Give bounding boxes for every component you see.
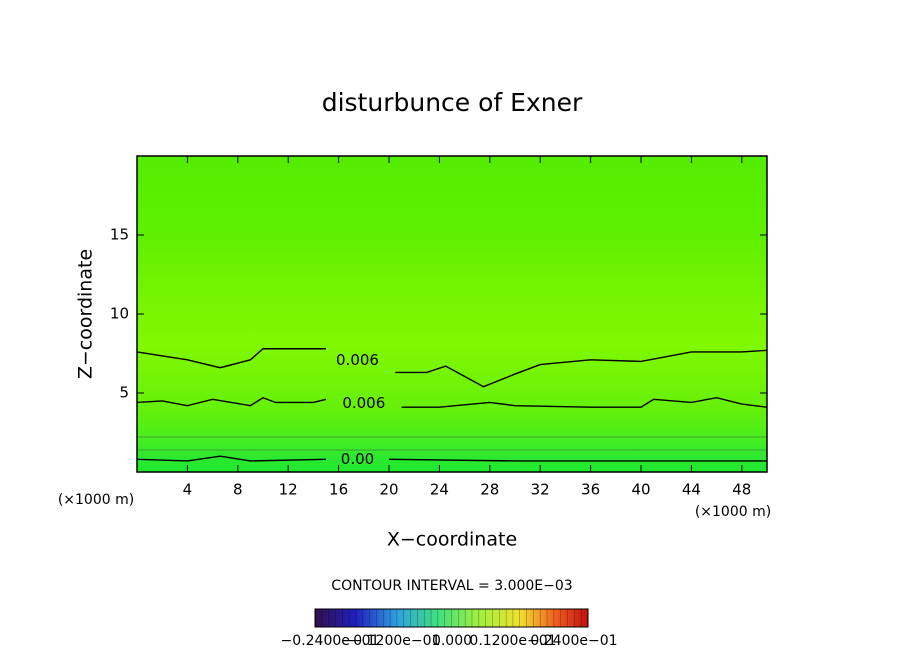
- contour-line: [401, 397, 768, 408]
- y-tick-label: 10: [110, 305, 129, 323]
- colorbar-label: −0.1200e−01: [342, 633, 441, 649]
- colorbar-label: 0.000: [432, 633, 472, 649]
- y-tick-label: 5: [119, 384, 129, 402]
- colorbar-label: 0.1200e−01: [469, 633, 556, 649]
- contours: [136, 348, 768, 462]
- x-tick-label: 16: [329, 481, 348, 499]
- y-tick-label: 15: [110, 226, 129, 244]
- x-tick-label: 44: [682, 481, 701, 499]
- contour-line: [136, 455, 327, 462]
- colorbar-stripes: [321, 609, 582, 627]
- x-tick-label: 4: [183, 481, 193, 499]
- contour-label: 0.00: [341, 450, 374, 468]
- contour-line: [388, 458, 767, 462]
- x-tick-label: 12: [279, 481, 298, 499]
- x-axis-title: X−coordinate: [387, 529, 517, 551]
- chart-title: disturbunce of Exner: [322, 88, 583, 117]
- contour-interval: CONTOUR INTERVAL = 3.000E−03: [331, 578, 572, 594]
- x-tick-label: 32: [531, 481, 550, 499]
- y-unit: (×1000 m): [58, 492, 134, 508]
- x-unit: (×1000 m): [695, 504, 771, 520]
- x-tick-label: 36: [581, 481, 600, 499]
- contour-line: [395, 349, 768, 388]
- contour-line: [136, 396, 327, 407]
- contour-label: 0.006: [336, 351, 379, 369]
- colorbar-label: −0.2400e−01: [281, 633, 380, 649]
- x-tick-label: 48: [732, 481, 751, 499]
- x-tick-label: 20: [379, 481, 398, 499]
- colorbar-label: 0.2400e−01: [530, 633, 617, 649]
- x-tick-label: 28: [480, 481, 499, 499]
- x-tick-label: 24: [430, 481, 449, 499]
- x-tick-label: 40: [631, 481, 650, 499]
- contour-line: [136, 348, 326, 369]
- contour-label: 0.006: [342, 394, 385, 412]
- x-tick-label: 8: [233, 481, 243, 499]
- y-axis-title: Z−coordinate: [75, 249, 97, 379]
- contour-field: [137, 156, 767, 472]
